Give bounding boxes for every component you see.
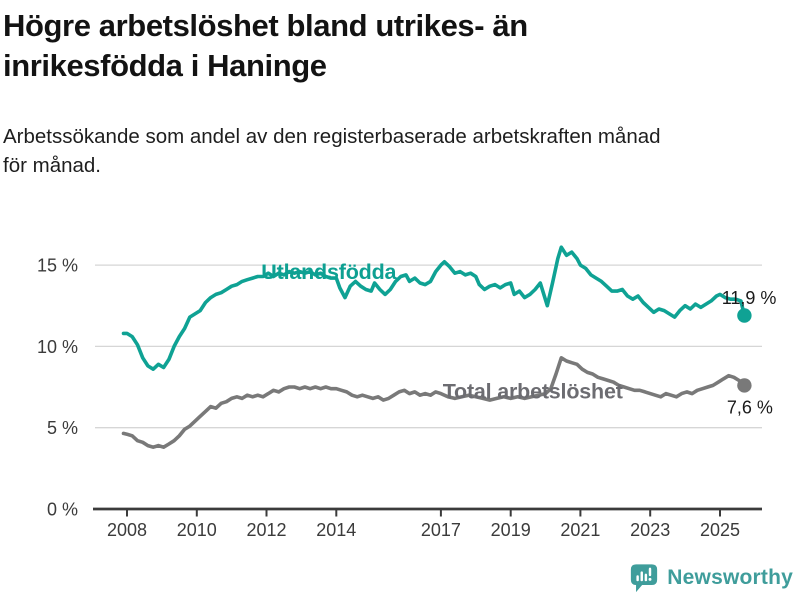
- speech-bubble-shape: [631, 564, 658, 593]
- x-axis-label-2023: 2023: [630, 520, 670, 540]
- chart-canvas: 0 % 5 % 10 % 15 % 2008 2010 2012 2014 2017 2019 20…: [37, 245, 777, 540]
- x-axis-label-2010: 2010: [177, 520, 217, 540]
- y-axis-label-5: 5 %: [47, 418, 78, 438]
- y-axis-label-0: 0 %: [47, 500, 78, 520]
- title-line-1: Högre arbetslöshet bland utrikes- än: [3, 8, 528, 43]
- value-label-utlandsfodda: 11,9 %: [722, 288, 777, 308]
- end-dot-total: [737, 378, 752, 393]
- line-chart: 0 % 5 % 10 % 15 % 2008 2010 2012 2014 2017 2019 20…: [0, 225, 800, 570]
- footer-branding: Newsworthy: [629, 562, 793, 594]
- series-line-total: [121, 356, 747, 449]
- x-axis-label-2017: 2017: [421, 520, 461, 540]
- end-dot-utlandsfodda: [737, 308, 752, 323]
- y-axis-label-15: 15 %: [37, 256, 78, 276]
- brand-name: Newsworthy: [667, 566, 793, 589]
- x-axis-label-2012: 2012: [246, 520, 286, 540]
- title-line-2: inrikesfödda i Haninge: [3, 47, 327, 83]
- bar-chart-glyph: [636, 567, 652, 582]
- x-axis-label-2025: 2025: [700, 520, 740, 540]
- newsworthy-logo-icon: [631, 564, 658, 593]
- y-axis-label-10: 10 %: [37, 337, 78, 357]
- subtitle-line-1: Arbetssökande som andel av den registerb…: [3, 125, 661, 148]
- x-axis-label-2019: 2019: [491, 520, 531, 540]
- x-axis-label-2008: 2008: [107, 520, 147, 540]
- x-axis-label-2014: 2014: [316, 520, 356, 540]
- value-label-total: 7,6 %: [727, 397, 773, 417]
- subtitle-line-2: för månad.: [3, 153, 101, 177]
- x-axis-label-2021: 2021: [560, 520, 600, 540]
- series-label-total: Total arbetslöshet: [443, 379, 623, 403]
- page-title: Högre arbetslöshet bland utrikes- än inr…: [3, 6, 743, 86]
- chart-subtitle: Arbetssökande som andel av den registerb…: [3, 123, 793, 180]
- exclamation-dot: [648, 577, 652, 581]
- series-label-utlandsfodda: Utlandsfödda: [261, 260, 397, 284]
- series-line-utlandsfodda: [121, 245, 747, 371]
